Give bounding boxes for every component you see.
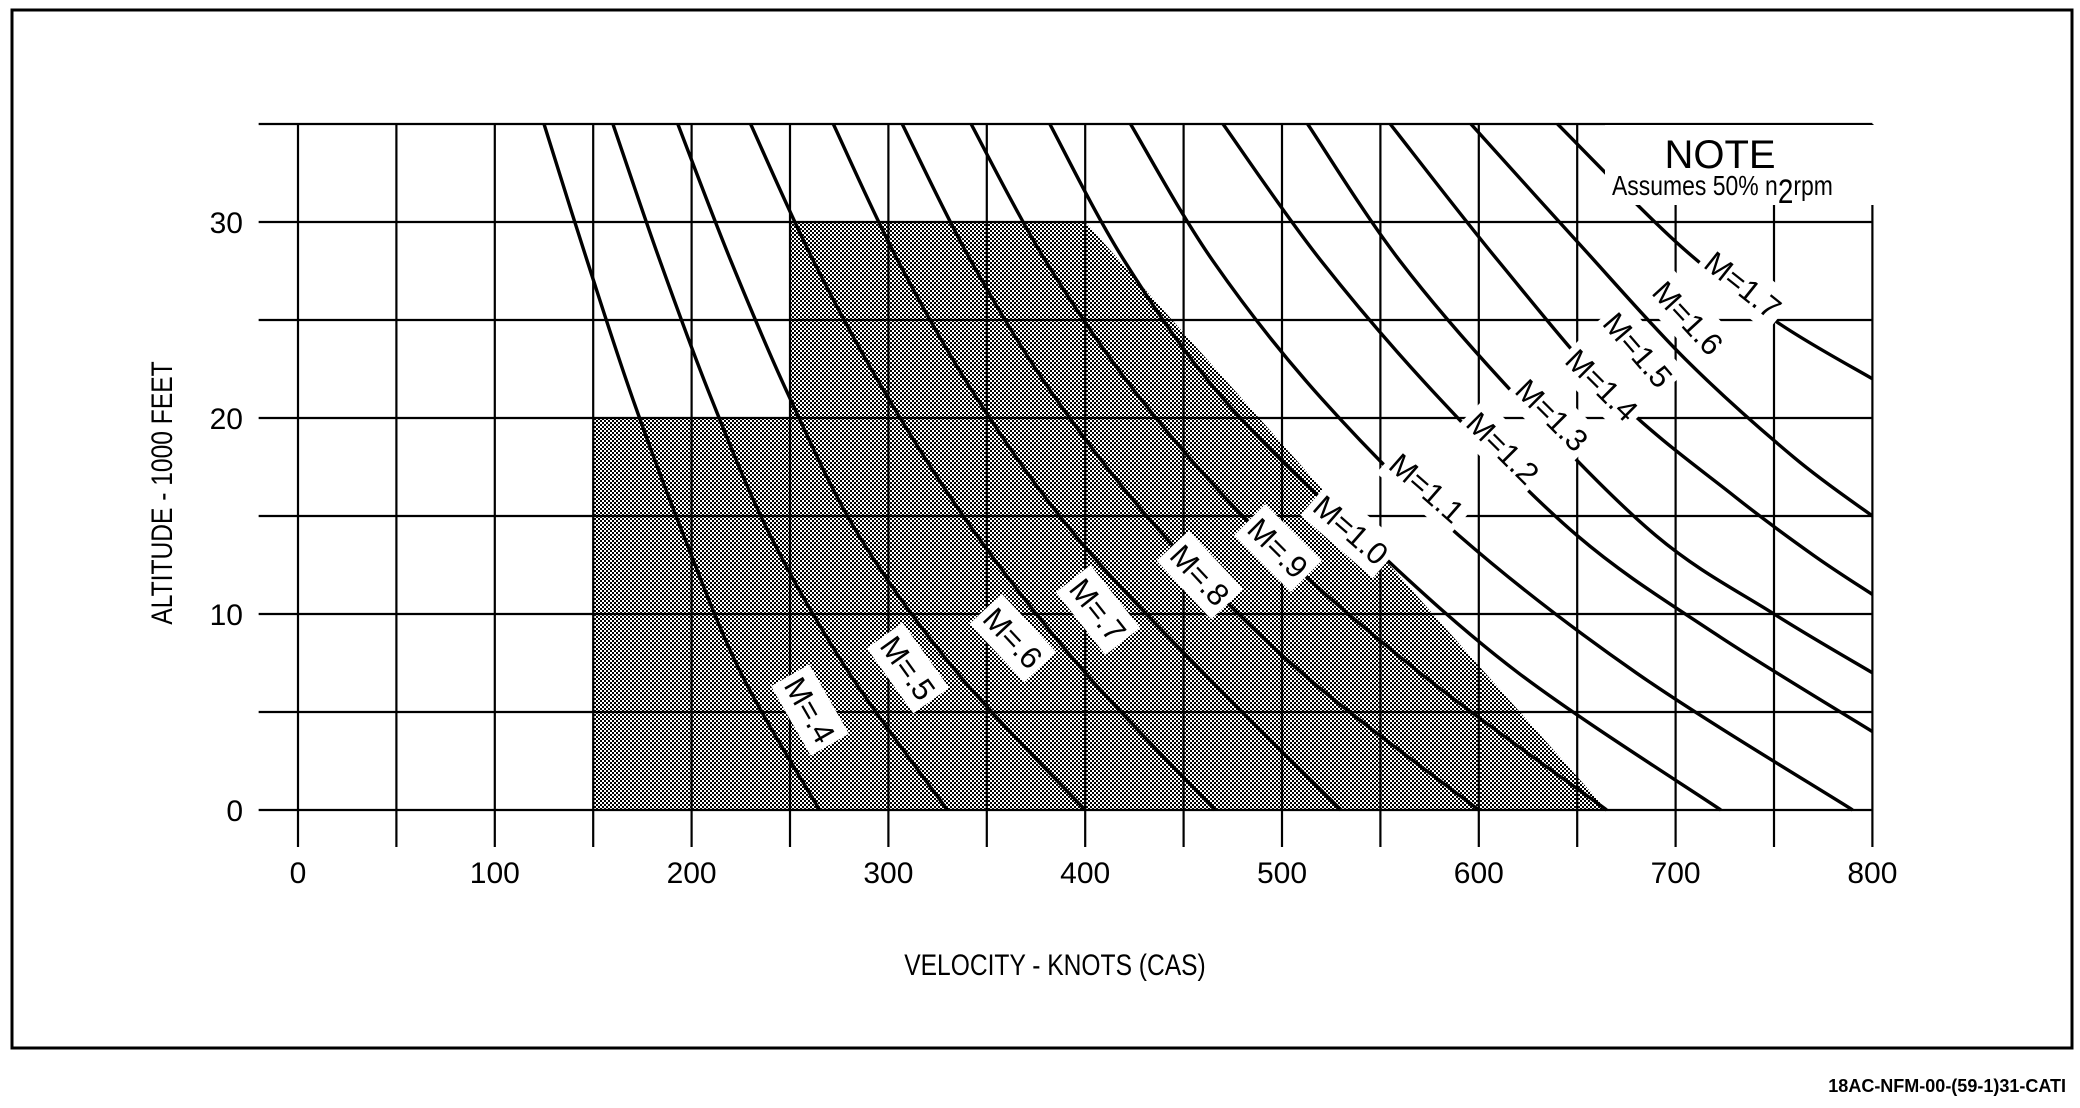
mach-line-7 <box>969 123 1608 812</box>
mach-label-bg <box>1376 439 1478 537</box>
x-tick-label: 300 <box>863 857 913 890</box>
mach-line-8 <box>1048 123 1722 812</box>
mach-line-5 <box>831 123 1343 812</box>
mach-label-bg <box>1590 299 1686 401</box>
mach-label-bg <box>866 622 950 714</box>
x-tick-label: 400 <box>1060 857 1110 890</box>
y-tick-label: 10 <box>210 599 243 632</box>
y-axis-label: ALTITUDE - 1000 FEET <box>145 361 179 624</box>
mach-label-bg <box>1502 365 1602 465</box>
x-tick-label: 600 <box>1454 857 1504 890</box>
y-tick-label: 0 <box>226 795 243 828</box>
note-box: NOTE Assumes 50% n2rpm <box>1605 125 1875 211</box>
x-tick-label: 0 <box>290 857 307 890</box>
mach-line-13 <box>1469 122 1874 518</box>
mach-label-bg <box>1639 267 1737 369</box>
mach-line-2 <box>611 123 949 811</box>
mach-label-9: M=1.2 <box>1453 398 1553 498</box>
y-tick-label: 20 <box>210 403 243 436</box>
mach-label-bg <box>1234 504 1322 592</box>
note-text: Assumes 50% n2rpm <box>1612 171 1833 211</box>
note-title: NOTE <box>1664 133 1775 177</box>
y-tick-label: 30 <box>210 207 243 240</box>
mach-label-bg <box>1552 335 1652 435</box>
outer-border <box>10 8 2074 1050</box>
mach-label-bg <box>1691 237 1795 333</box>
x-tick-label: 800 <box>1847 857 1897 890</box>
mach-line-6 <box>900 123 1480 812</box>
mach-label-8: M=1.1 <box>1376 439 1478 537</box>
x-axis-label: VELOCITY - KNOTS (CAS) <box>904 948 1206 982</box>
x-tick-label: 200 <box>667 857 717 890</box>
mach-line-4 <box>749 123 1217 812</box>
mach-label-bg <box>1156 530 1244 620</box>
mach-label-bg <box>1300 481 1402 579</box>
mach-label-bg <box>969 593 1057 683</box>
x-tick-label: 500 <box>1257 857 1307 890</box>
figure-id: 18AC-NFM-00-(59-1)31-CATI <box>1828 1076 2066 1096</box>
mach-line-1 <box>542 123 821 811</box>
mach-line-3 <box>676 123 1087 812</box>
x-tick-label: 100 <box>470 857 520 890</box>
mach-label-bg <box>1055 564 1141 656</box>
x-tick-label: 700 <box>1651 857 1701 890</box>
mach-label-bg <box>771 664 849 756</box>
mach-label-bg <box>1453 398 1553 498</box>
